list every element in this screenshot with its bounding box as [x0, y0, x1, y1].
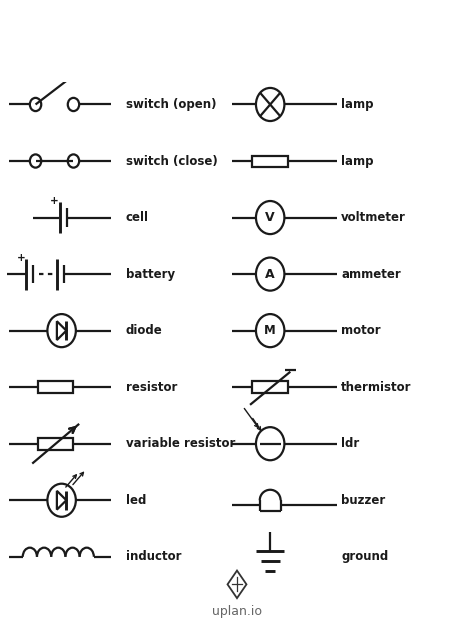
Bar: [38, 437, 73, 450]
Text: cell: cell: [126, 211, 149, 224]
Text: +: +: [50, 196, 59, 206]
Text: A: A: [265, 268, 275, 281]
Circle shape: [256, 257, 284, 290]
Text: ground: ground: [341, 550, 389, 563]
Text: battery: battery: [126, 268, 175, 281]
Circle shape: [256, 314, 284, 347]
Bar: [252, 155, 288, 167]
Text: +: +: [17, 252, 25, 262]
Text: inductor: inductor: [126, 550, 181, 563]
Text: uplan.io: uplan.io: [212, 605, 262, 618]
Text: Electrical circuit symbols: Electrical circuit symbols: [90, 31, 384, 51]
Bar: [252, 381, 288, 393]
Bar: [38, 381, 73, 393]
Circle shape: [68, 155, 79, 167]
Circle shape: [30, 155, 41, 167]
Text: led: led: [126, 494, 146, 507]
Circle shape: [47, 314, 76, 347]
Text: buzzer: buzzer: [341, 494, 385, 507]
Circle shape: [30, 98, 41, 111]
Text: ammeter: ammeter: [341, 268, 401, 281]
Text: thermistor: thermistor: [341, 380, 412, 394]
Circle shape: [256, 88, 284, 121]
Circle shape: [47, 484, 76, 517]
Circle shape: [256, 201, 284, 234]
Text: lamp: lamp: [341, 98, 374, 111]
Text: variable resistor: variable resistor: [126, 437, 235, 450]
Text: V: V: [265, 211, 275, 224]
Text: lamp: lamp: [341, 155, 374, 167]
Circle shape: [256, 427, 284, 460]
Text: motor: motor: [341, 324, 381, 337]
Text: diode: diode: [126, 324, 163, 337]
Text: ldr: ldr: [341, 437, 360, 450]
Text: switch (close): switch (close): [126, 155, 218, 167]
Text: voltmeter: voltmeter: [341, 211, 406, 224]
Text: M: M: [264, 324, 276, 337]
Text: switch (open): switch (open): [126, 98, 216, 111]
Text: resistor: resistor: [126, 380, 177, 394]
Circle shape: [68, 98, 79, 111]
